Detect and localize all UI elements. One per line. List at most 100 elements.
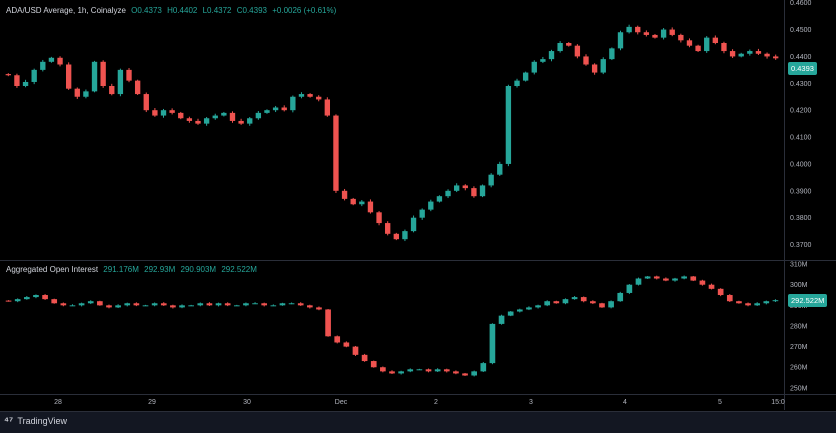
candle-body <box>316 307 322 310</box>
candle-body <box>516 309 523 312</box>
candle-body <box>100 61 106 86</box>
x-tick-label: 4 <box>623 399 627 406</box>
candle-body <box>600 59 606 73</box>
candle-body <box>407 369 414 372</box>
y-tick-label: 300M <box>790 282 808 289</box>
candle-body <box>462 185 468 189</box>
candle-body <box>97 301 103 306</box>
candle-body <box>5 74 11 76</box>
candle-body <box>660 29 667 38</box>
candle-body <box>188 305 194 307</box>
candle-body <box>635 278 642 285</box>
candle-body <box>279 303 286 306</box>
candle-body <box>764 53 770 57</box>
candle-body <box>160 110 167 116</box>
candle-body <box>747 51 753 54</box>
candle-body <box>152 110 158 116</box>
candle-body <box>721 43 727 52</box>
candle-body <box>69 305 76 307</box>
candle-body <box>65 64 72 89</box>
candle-body <box>255 112 262 119</box>
candle-body <box>341 190 348 199</box>
candle-body <box>609 48 615 60</box>
candle-body <box>416 369 423 371</box>
candle-body <box>197 303 204 306</box>
candle-body <box>380 367 386 372</box>
candle-body <box>376 212 382 224</box>
oi-legend-title: Aggregated Open Interest <box>6 265 99 274</box>
candle-body <box>531 61 537 73</box>
oi-value-1: 291.176M <box>103 265 139 274</box>
candle-body <box>652 34 658 38</box>
candle-body <box>297 303 304 306</box>
candle-body <box>290 96 296 111</box>
candle-body <box>644 276 651 279</box>
candle-body <box>498 315 505 324</box>
candle-body <box>462 373 468 376</box>
candle-body <box>669 29 675 35</box>
candle-body <box>142 305 149 307</box>
candle-body <box>653 276 660 279</box>
candle-body <box>22 81 29 86</box>
candle-body <box>522 72 529 81</box>
candle-body <box>87 301 94 304</box>
candle-body <box>221 112 227 116</box>
candle-body <box>31 69 37 82</box>
candle-body <box>325 309 331 337</box>
y-tick-label: 0.3800 <box>790 215 812 222</box>
candle-body <box>425 369 432 372</box>
tradingview-brand[interactable]: ⁴⁷ TradingView <box>4 416 67 427</box>
candle-body <box>453 185 460 191</box>
y-tick-label: 270M <box>790 344 808 351</box>
candle-body <box>599 303 605 308</box>
candle-body <box>617 292 624 302</box>
candle-body <box>367 201 374 213</box>
candle-body <box>42 295 48 300</box>
y-tick-label: 0.4100 <box>790 135 812 142</box>
candle-body <box>699 280 706 285</box>
candle-body <box>333 115 339 191</box>
candle-body <box>505 86 512 164</box>
x-tick-label: Dec <box>335 399 348 406</box>
price-low: L0.4372 <box>202 6 232 15</box>
tradingview-label: TradingView <box>17 416 67 426</box>
candle-body <box>385 223 391 234</box>
candle-body <box>695 45 701 52</box>
candle-body <box>126 69 132 81</box>
candle-body <box>402 231 408 240</box>
y-tick-label: 0.4200 <box>790 108 812 115</box>
y-tick-label: 260M <box>790 365 808 372</box>
candle-body <box>270 305 277 307</box>
candle-body <box>704 37 710 52</box>
candle-body <box>617 32 624 49</box>
candle-body <box>736 301 742 304</box>
candle-body <box>247 118 253 124</box>
candle-body <box>186 118 193 121</box>
candle-body <box>488 174 494 186</box>
x-tick-label: 30 <box>243 399 251 406</box>
footer-bar: ⁴⁷ TradingView <box>0 411 836 433</box>
candle-body <box>672 278 678 281</box>
candle-body <box>170 305 176 308</box>
candle-body <box>224 303 231 306</box>
candle-body <box>252 303 258 305</box>
candle-body <box>398 371 404 374</box>
y-tick-label: 0.4300 <box>790 81 812 88</box>
candle-body <box>272 107 279 111</box>
x-tick-label: 3 <box>529 399 533 406</box>
price-legend: ADA/USD Average, 1h, Coinalyze O0.4373 H… <box>6 6 339 15</box>
candle-body <box>288 303 295 305</box>
candle-body <box>772 300 779 302</box>
candle-body <box>57 57 63 65</box>
candle-body <box>51 299 58 304</box>
candle-body <box>548 51 555 60</box>
candle-body <box>626 284 633 293</box>
candle-body <box>544 301 551 306</box>
candle-body <box>178 112 184 119</box>
candle-body <box>726 295 733 302</box>
candle-body <box>83 91 89 97</box>
y-tick-label: 310M <box>790 262 808 269</box>
candle-body <box>48 57 55 62</box>
